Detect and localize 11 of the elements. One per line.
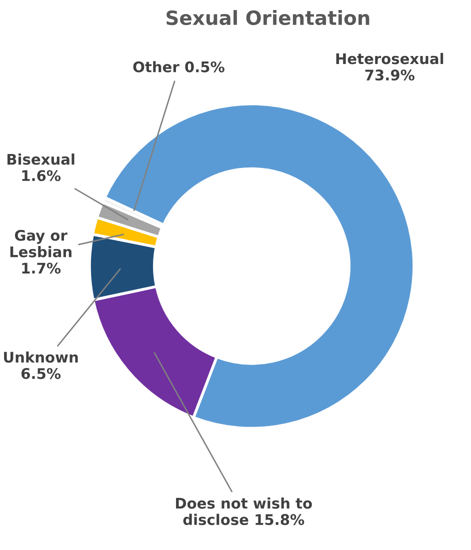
data-label: 73.9% <box>365 70 414 81</box>
data-label: 1.7% <box>22 262 61 274</box>
data-label: 6.5% <box>21 368 61 380</box>
slice-label: Does not wish to disclose 15.8% <box>176 497 312 526</box>
slice-label: Gay or Lesbian <box>10 230 72 258</box>
chart-title: Sexual Orientation <box>166 10 370 26</box>
slice-label: Unknown <box>4 351 78 363</box>
slice-label: Heterosexual <box>336 52 444 64</box>
slice-label: Bisexual <box>7 154 74 165</box>
data-label: 1.6% <box>22 170 61 182</box>
slice-label: Other 0.5% <box>133 61 224 72</box>
